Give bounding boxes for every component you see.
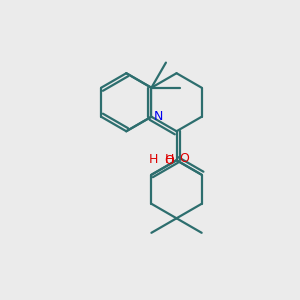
Text: H: H [148, 153, 158, 166]
Text: O: O [179, 152, 189, 165]
Text: H: H [165, 153, 174, 166]
Text: N: N [154, 110, 163, 123]
Text: O: O [164, 154, 174, 167]
